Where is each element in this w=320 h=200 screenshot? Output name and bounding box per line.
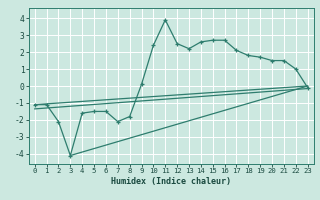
X-axis label: Humidex (Indice chaleur): Humidex (Indice chaleur): [111, 177, 231, 186]
